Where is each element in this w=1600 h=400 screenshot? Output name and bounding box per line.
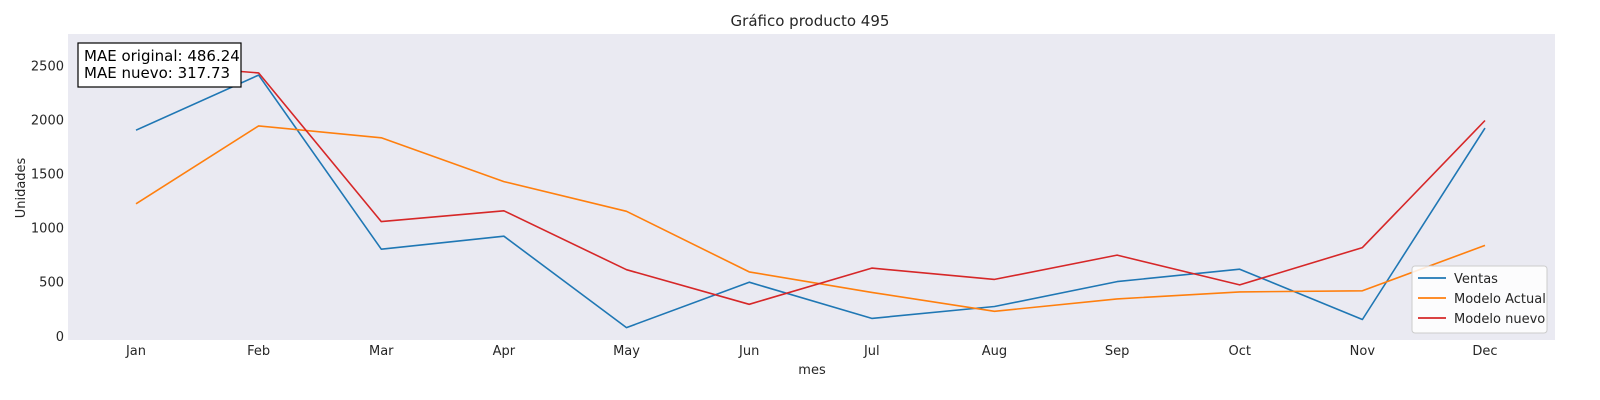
annotation-box <box>77 42 242 88</box>
x-tick-label: Apr <box>493 344 516 359</box>
y-tick-label: 1000 <box>31 222 64 237</box>
series-line-ventas <box>135 74 1486 329</box>
y-axis: 0 500 1000 1500 2000 2500 <box>31 59 64 344</box>
y-tick-label: 500 <box>39 276 64 291</box>
series-line-modelo-nuevo <box>135 62 1486 306</box>
legend-box <box>1411 265 1548 334</box>
annotation-line-2: MAE nuevo: 317.73 <box>84 64 230 82</box>
y-tick-label: 0 <box>56 330 64 345</box>
y-tick-label: 1500 <box>31 168 64 183</box>
x-tick-label: Jan <box>125 344 146 359</box>
x-tick-label: Feb <box>247 344 270 359</box>
x-tick-label: Dec <box>1472 344 1497 359</box>
legend: Ventas Modelo Actual Modelo nuevo <box>1411 265 1548 334</box>
x-axis-label: mes <box>798 363 826 378</box>
x-tick-label: Jul <box>863 344 880 359</box>
chart-title: Gráfico producto 495 <box>731 12 890 30</box>
y-tick-label: 2500 <box>31 59 64 74</box>
plot-area <box>68 34 1555 340</box>
x-tick-label: Mar <box>369 344 394 359</box>
y-axis-label: Unidades <box>14 157 29 218</box>
legend-label: Ventas <box>1454 272 1498 287</box>
mae-annotation: MAE original: 486.24 MAE nuevo: 317.73 <box>77 42 242 88</box>
x-tick-label: Nov <box>1350 344 1376 359</box>
legend-label: Modelo Actual <box>1454 292 1546 307</box>
series-lines <box>135 62 1486 329</box>
x-tick-label: Oct <box>1228 344 1250 359</box>
annotation-line-1: MAE original: 486.24 <box>84 47 240 65</box>
legend-label: Modelo nuevo <box>1454 312 1545 327</box>
x-tick-label: May <box>613 344 640 359</box>
x-tick-label: Sep <box>1105 344 1130 359</box>
x-tick-label: Jun <box>738 344 759 359</box>
x-axis: Jan Feb Mar Apr May Jun Jul Aug Sep Oct Nov Dec <box>125 344 1498 359</box>
series-line-modelo-actual <box>135 125 1486 313</box>
x-tick-label: Aug <box>982 344 1007 359</box>
y-tick-label: 2000 <box>31 114 64 129</box>
